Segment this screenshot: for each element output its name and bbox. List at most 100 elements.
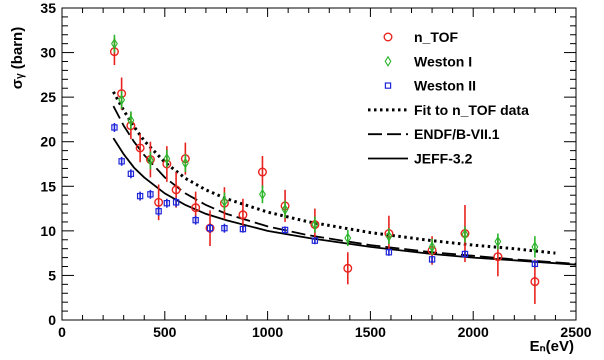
x-axis-label: Eₙ(eV) [530, 338, 574, 355]
data-point-weston-i [220, 192, 228, 211]
marker-diamond [461, 228, 469, 240]
data-point-weston-ii [461, 250, 469, 258]
legend-item: n_TOF [383, 29, 459, 45]
legend-label: ENDF/B-VII.1 [414, 126, 500, 142]
marker-diamond [384, 55, 392, 67]
curve-jeff-3-2 [112, 137, 577, 266]
marker-diamond [311, 219, 319, 231]
data-point-weston-ii [136, 191, 144, 201]
curve-endf-b-vii-1 [112, 105, 577, 265]
marker-diamond [146, 154, 154, 166]
data-point-weston-i [461, 226, 469, 243]
data-point-n-tof [343, 252, 353, 285]
marker-circle [238, 210, 248, 220]
marker-square [384, 82, 392, 89]
marker-square [136, 192, 144, 200]
x-tick-label: 2500 [560, 324, 591, 340]
marker-square [111, 124, 118, 131]
marker-diamond [494, 236, 502, 248]
marker-circle [383, 32, 393, 42]
x-tick-label: 1000 [252, 324, 283, 340]
marker-square [385, 249, 393, 256]
marker-circle [493, 252, 503, 262]
data-point-weston-i [311, 216, 319, 233]
marker-diamond [428, 241, 436, 253]
data-point-weston-ii [192, 215, 199, 225]
marker-square [172, 199, 180, 206]
marker-square [147, 191, 154, 198]
data-point-weston-i [385, 228, 393, 245]
marker-square [221, 224, 228, 232]
marker-diamond [118, 94, 126, 106]
y-tick-label: 10 [40, 223, 56, 239]
marker-diamond [110, 38, 118, 50]
marker-square [281, 226, 289, 234]
x-tick-label: 1500 [355, 324, 386, 340]
legend: n_TOF Weston I Weston II Fit to n_TOF data E… [368, 29, 529, 167]
marker-circle [171, 185, 181, 195]
marker-diamond [127, 114, 135, 126]
marker-circle [530, 277, 540, 287]
marker-circle [343, 263, 353, 273]
marker-diamond [344, 232, 352, 244]
data-point-weston-i [531, 236, 539, 258]
legend-label: Fit to n_TOF data [414, 102, 529, 118]
plot-frame [61, 7, 577, 321]
data-point-weston-ii [531, 260, 539, 268]
curve-fit-to-n-tof-data [112, 91, 556, 255]
marker-diamond [259, 188, 266, 200]
data-point-weston-i [494, 233, 502, 250]
x-tick-label: 0 [58, 324, 66, 340]
y-tick-label: 15 [40, 178, 56, 194]
legend-label: Weston I [414, 53, 472, 69]
data-point-weston-ii [221, 223, 228, 233]
data-point-weston-i [181, 154, 189, 173]
marker-circle [257, 167, 267, 177]
marker-diamond [220, 195, 228, 207]
x-tick-label: 500 [153, 324, 177, 340]
marker-diamond [163, 153, 171, 165]
marker-square [192, 216, 199, 224]
data-point-n-tof [135, 133, 145, 163]
data-point-weston-ii [206, 223, 214, 233]
legend-label: JEFF-3.2 [414, 151, 473, 167]
data-point-weston-i [118, 90, 126, 109]
y-tick-label: 0 [48, 312, 56, 328]
axes: 0 500 1000 1500 2000 2500 0 5 10 15 20 25 30 35 [40, 0, 591, 340]
marker-square [311, 237, 319, 244]
marker-circle [191, 203, 201, 213]
marker-square [206, 224, 214, 232]
x-tick-label: 2000 [458, 324, 489, 340]
data-point-weston-i [110, 34, 118, 53]
data-point-weston-ii [428, 255, 436, 263]
marker-circle [135, 143, 145, 153]
marker-square [127, 170, 135, 178]
data-point-weston-ii [111, 122, 118, 132]
data-point-weston-i [163, 149, 171, 168]
marker-square [155, 208, 162, 215]
data-point-weston-i [344, 229, 352, 247]
data-points [109, 34, 540, 304]
legend-item: Weston II [384, 78, 476, 94]
data-point-weston-ii [118, 156, 125, 166]
marker-circle [154, 197, 164, 207]
data-point-weston-i [127, 111, 135, 130]
data-point-weston-ii [163, 198, 171, 208]
y-tick-label: 25 [40, 89, 56, 105]
data-point-weston-ii [311, 237, 319, 245]
data-point-n-tof [257, 155, 267, 189]
marker-diamond [385, 230, 393, 242]
data-point-weston-i [281, 200, 289, 219]
legend-item: Fit to n_TOF data [368, 102, 529, 118]
marker-diamond [181, 157, 189, 169]
y-tick-label: 30 [40, 45, 56, 61]
data-point-weston-ii [239, 225, 247, 233]
y-tick-label: 20 [40, 134, 56, 150]
data-point-weston-ii [155, 206, 162, 216]
legend-item: JEFF-3.2 [368, 151, 473, 167]
marker-square [461, 250, 469, 258]
data-point-weston-i [428, 238, 436, 255]
data-point-weston-ii [385, 248, 393, 256]
y-tick-label: 35 [40, 0, 56, 16]
